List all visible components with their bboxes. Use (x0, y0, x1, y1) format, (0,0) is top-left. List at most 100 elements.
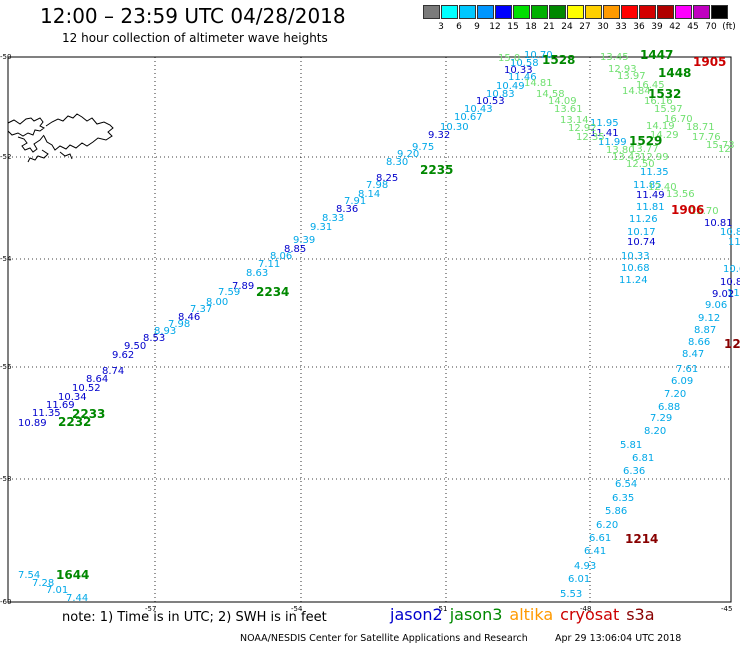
swh-value: 13.61 (554, 104, 583, 115)
swh-value: 10.33 (621, 251, 650, 262)
swh-value: 10.34 (58, 392, 87, 403)
swh-value: 11.81 (636, 202, 665, 213)
swh-value: 9.62 (112, 350, 134, 361)
longitude-label: -54 (291, 605, 303, 613)
colorbar-swatch (423, 5, 440, 19)
swh-value: 8.46 (178, 312, 200, 323)
latitude-label: -50 (0, 53, 11, 61)
swh-value: 13.56 (666, 189, 695, 200)
swh-value: 8.00 (206, 297, 228, 308)
time-label: 2234 (256, 285, 289, 299)
swh-value: 11.49 (636, 190, 665, 201)
credit-line: NOAA/NESDIS Center for Satellite Applica… (240, 633, 528, 644)
generation-timestamp: Apr 29 13:06:04 UTC 2018 (555, 633, 682, 644)
satellite-legend: jason2 jason3 altika cryosat s3a (390, 605, 662, 624)
swh-value: 6.61 (589, 533, 611, 544)
time-label: 1906 (671, 203, 704, 217)
swh-value: 9.75 (412, 142, 434, 153)
latitude-labels: -50 -52 -54 -56 -58 -60 (0, 53, 12, 606)
colorbar-swatch (675, 5, 692, 19)
swh-value: 6.20 (596, 520, 618, 531)
swh-value: 13.43 (612, 152, 641, 163)
swh-value: 12.70 (690, 206, 719, 217)
colorbar-tick-label: 36 (633, 22, 645, 32)
swh-value: 8.25 (376, 173, 398, 184)
swh-value: 15.97 (654, 104, 683, 115)
time-label: 2233 (72, 407, 105, 421)
swh-value: 7.89 (232, 281, 254, 292)
swh-value: 6.09 (671, 376, 693, 387)
swh-value: 6.41 (584, 546, 606, 557)
swh-value: 12.35 (576, 132, 605, 143)
swh-value: 9.12 (698, 313, 720, 324)
satellite-legend-item: jason2 (390, 605, 443, 624)
swh-value: 9.50 (124, 341, 146, 352)
swh-value: 10.30 (440, 122, 469, 133)
swh-value: 8.20 (644, 426, 666, 437)
swh-value: 7.20 (664, 389, 686, 400)
colorbar-swatch (459, 5, 476, 19)
colorbar-swatch (603, 5, 620, 19)
colorbar-swatch (531, 5, 548, 19)
swh-value: 11.99 (598, 137, 627, 148)
swh-value: 11.41 (590, 128, 619, 139)
colorbar-swatch (513, 5, 530, 19)
swh-value: 11.69 (46, 400, 75, 411)
swh-value: 11.95 (590, 118, 619, 129)
latitude-label: -54 (0, 255, 12, 263)
swh-value: 14.09 (548, 96, 577, 107)
swh-value: 11.85 (633, 180, 662, 191)
swh-value: 12.93 (608, 64, 637, 75)
swh-value: 7.59 (218, 287, 240, 298)
swh-value: 4.93 (574, 561, 596, 572)
colorbar-tick-label: 33 (615, 22, 627, 32)
swh-value: 6.81 (632, 453, 654, 464)
colorbar-tick-label: 3 (438, 22, 444, 32)
longitude-label: -45 (721, 605, 732, 613)
colorbar-tick-label: 42 (669, 22, 681, 32)
swh-value: 18.71 (686, 122, 715, 133)
swh-value: 9.31 (310, 222, 332, 233)
colorbar-tick-label: 15 (507, 22, 519, 32)
swh-value: 13.77 (630, 144, 659, 155)
swh-value: 16.16 (644, 96, 673, 107)
swh-value: 5.81 (620, 440, 642, 451)
swh-value: 12.50 (626, 159, 655, 170)
swh-value: 10.85 (720, 227, 740, 238)
latitude-label: -58 (0, 475, 11, 483)
swh-value: 7.98 (366, 180, 388, 191)
swh-value: 12.99 (640, 152, 669, 163)
latitude-label: -56 (0, 363, 12, 371)
map-grid (8, 57, 731, 602)
swh-value: 8.14 (358, 189, 380, 200)
colorbar-swatch (477, 5, 494, 19)
swh-value: 11.26 (629, 214, 658, 225)
swh-value: 13.97 (617, 71, 646, 82)
colorbar-tick-label: 9 (474, 22, 480, 32)
swh-value: 10.81 (704, 218, 733, 229)
time-label: 2235 (420, 163, 453, 177)
swh-value: 8.30 (386, 157, 408, 168)
colorbar-tick-label: 6 (456, 22, 462, 32)
colorbar-tick-label: 27 (579, 22, 591, 32)
swh-value: 8.66 (688, 337, 710, 348)
swh-value: 8.85 (284, 244, 306, 255)
map-title: 12:00 – 23:59 UTC 04/28/2018 (40, 4, 346, 28)
colorbar-swatch (693, 5, 710, 19)
swh-value: 7.91 (344, 196, 366, 207)
swh-value: 8.36 (336, 204, 358, 215)
swh-value: 8.47 (682, 349, 704, 360)
swh-value: 10.52 (72, 383, 101, 394)
colorbar-swatch (495, 5, 512, 19)
swh-value: 11 (728, 237, 740, 248)
swh-value: 16.45 (636, 80, 665, 91)
footnote: note: 1) Time is in UTC; 2) SWH is in fe… (62, 610, 327, 625)
swh-value: 7.37 (190, 304, 212, 315)
swh-value: 5.53 (560, 589, 582, 600)
time-label: 1532 (648, 87, 681, 101)
colorbar-swatch (441, 5, 458, 19)
swh-value: 10.6 (723, 264, 740, 275)
swh-value: 14.84 (622, 86, 651, 97)
